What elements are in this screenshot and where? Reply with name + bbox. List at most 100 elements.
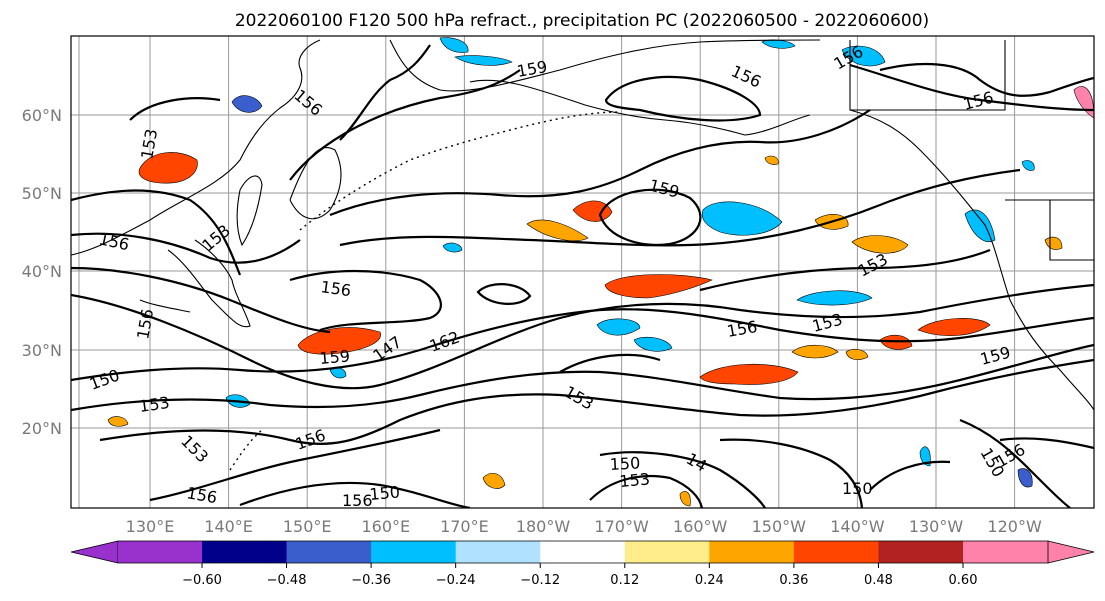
contour-label: 159 [319,346,351,368]
coastline-japan [167,239,251,328]
coastlines [71,39,1094,411]
map-area [71,36,1094,508]
contour-line [71,189,242,276]
precip-patch-neg [919,446,931,467]
latitude-labels: 20°N 30°N 40°N 50°N 60°N [22,106,62,438]
lon-label: 170°E [440,517,489,536]
colorbar-segment [202,541,288,563]
contour-line [289,69,521,181]
colorbar-tick-label: −0.60 [182,573,222,588]
colorbar-segment [624,541,710,563]
gridlines [71,36,1094,508]
colorbar-tick-label: 0.48 [864,573,893,588]
precip-patch-pos [107,416,129,427]
contour-label: 153 [619,469,651,491]
contour-line [71,308,1094,382]
contour-line [604,75,762,122]
lat-label: 50°N [22,184,62,203]
colorbar-segment [709,541,795,563]
lat-label: 30°N [22,341,62,360]
precip-patch-neg [442,242,463,253]
map-content: 156 159 156 156 153 156 156 159 153 153 … [71,36,1094,508]
colorbar-tick-label: 0.12 [610,573,639,588]
colorbar-segment [878,541,964,563]
precip-patch-neg [596,318,641,336]
lon-label: 120°W [987,517,1042,536]
lon-label: 150°E [283,517,332,536]
precip-patch-neg [1017,468,1033,488]
colorbar-segment [540,541,626,563]
border-alaska-canada [849,40,1006,111]
coastline-aleutian [469,79,811,136]
precip-patch-pos [791,344,839,359]
contour-label: 150 [369,482,401,504]
coastline-korea [139,299,191,313]
contour-label: 150 [609,453,640,474]
precip-patch-pos [845,348,869,361]
contour-line [598,188,702,246]
lat-label: 60°N [22,106,62,125]
contour-line [559,353,661,373]
precip-patch-pos [679,491,691,507]
precip-patch-pos [764,155,779,165]
contour-line [149,428,441,502]
lon-label: 130°E [126,517,175,536]
coastline-asia [71,39,321,256]
precip-patch-pos [1044,236,1063,250]
precip-patch-pos [526,219,589,241]
lat-label: 40°N [22,262,62,281]
contour-line [719,438,864,508]
lon-label: 140°W [830,517,885,536]
contour-line [71,343,1094,412]
contour-line [879,62,1094,97]
contour-label: 153 [138,393,171,416]
longitude-labels: 130°E 140°E 150°E 160°E 170°E 180°W 170°W 160°W… [126,517,1042,536]
contour-line [71,266,331,334]
coastline-north-america [849,109,1094,411]
contour-line [999,437,1094,450]
colorbar-tick-label: −0.24 [436,573,476,588]
colorbar-segment [963,541,1048,563]
map-frame [70,35,1095,509]
precip-patch-pos [604,274,713,299]
lon-label: 170°W [594,517,649,536]
precip-patch-pos [572,200,613,222]
contour-line [869,460,951,491]
contour-line [959,418,1071,508]
colorbar-arrow-left [70,540,119,564]
precip-patch-neg [964,209,996,242]
contour-line [129,97,221,121]
precip-patch-pos [482,472,506,489]
lon-label: 160°E [361,517,410,536]
colorbar-segment [118,541,202,563]
border-states [1049,200,1094,261]
island-chain [229,111,621,471]
colorbar-tick-label: −0.48 [267,573,307,588]
lon-label: 130°W [909,517,964,536]
colorbar-ticks: −0.60 −0.48 −0.36 −0.24 −0.12 0.12 0.24 0.36 0.4… [182,563,977,588]
contour-line [699,248,991,292]
colorbar-segment [455,541,541,563]
map-title: 2022060100 F120 500 hPa refract., precip… [235,11,929,31]
precip-patch-pos [138,152,198,184]
contour-line [849,63,1094,112]
contour-line [71,283,1094,390]
aleutian-islands [299,111,621,231]
refractivity-contours [71,44,1094,508]
contour-line [239,481,471,508]
contour-line [339,168,1021,247]
colorbar-outline [118,540,1048,564]
contour-line [339,44,431,141]
precip-patch-pos [699,363,799,385]
contour-line [476,283,532,305]
precip-patch-neg [701,201,783,236]
precip-patch-pos [851,235,909,254]
lon-label: 140°E [204,517,253,536]
lon-label: 180°W [516,517,571,536]
precip-patch-pos [297,327,381,355]
contour-line [71,232,301,264]
precip-patch-pos [879,334,913,350]
colorbar-segment [371,541,457,563]
contour-line [329,109,871,217]
